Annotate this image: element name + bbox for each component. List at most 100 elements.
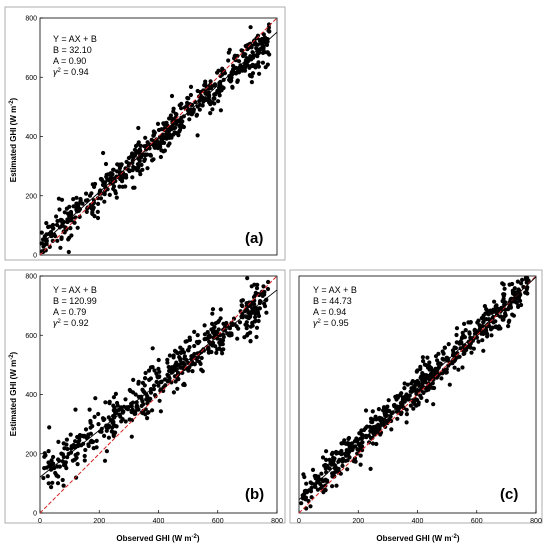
data-point-a [145, 152, 150, 157]
data-point-c [387, 417, 392, 422]
data-point-a [68, 226, 73, 231]
data-point-a [149, 137, 154, 142]
data-point-c [433, 354, 439, 359]
data-point-b [219, 341, 224, 346]
data-point-c [408, 389, 413, 394]
data-point-a [213, 92, 218, 97]
data-point-b [206, 350, 211, 355]
data-point-c [399, 391, 404, 396]
data-point-a [195, 104, 200, 109]
data-point-a [246, 45, 251, 51]
data-point-b [92, 414, 97, 419]
data-point-a [156, 144, 161, 149]
data-point-a [186, 96, 191, 101]
data-point-b [145, 397, 150, 402]
data-point-c [312, 473, 317, 479]
data-point-a [212, 96, 217, 101]
x-tick-label-c-800: 800 [530, 518, 542, 525]
data-point-b [77, 435, 82, 440]
data-point-b [113, 411, 118, 416]
data-point-b [106, 435, 111, 440]
data-point-a [75, 225, 80, 230]
data-point-b [130, 390, 136, 395]
data-point-a [194, 113, 199, 118]
data-point-a [260, 50, 266, 56]
stat-b-c: B = 44.73 [313, 296, 352, 306]
data-point-b [64, 466, 69, 471]
data-point-c [373, 414, 378, 419]
data-point-c [481, 320, 486, 325]
data-point-c [431, 402, 436, 407]
data-point-b [109, 429, 114, 434]
data-point-c [430, 369, 435, 374]
stat-a-b: A = 0.79 [53, 307, 86, 317]
data-point-c [501, 293, 506, 299]
data-point-c [355, 437, 360, 443]
data-point-a [44, 221, 49, 226]
data-point-b [245, 276, 250, 281]
data-point-b [210, 330, 216, 335]
fit-line-c [298, 276, 537, 501]
data-point-a [78, 198, 83, 203]
data-point-b [55, 464, 60, 469]
data-point-c [462, 321, 467, 326]
data-point-b [260, 293, 265, 298]
data-point-b [174, 360, 179, 365]
data-point-a [102, 199, 107, 204]
data-point-a [217, 85, 222, 90]
x-tick-label-c-400: 400 [412, 518, 424, 525]
data-point-a [151, 157, 156, 162]
data-point-b [50, 480, 55, 485]
data-point-a [229, 69, 235, 74]
data-point-a [136, 125, 141, 131]
data-point-a [120, 175, 125, 180]
data-point-c [440, 356, 445, 361]
data-point-c [512, 286, 517, 291]
data-point-a [172, 126, 177, 131]
data-point-a [197, 107, 202, 112]
data-point-b [60, 459, 66, 464]
data-point-b [113, 430, 118, 435]
data-point-b [150, 346, 155, 351]
data-point-a [221, 85, 226, 91]
data-point-c [336, 450, 342, 455]
data-point-c [458, 339, 463, 344]
data-point-b [229, 332, 234, 338]
y-tick-label-a-800: 800 [25, 16, 37, 23]
data-point-a [59, 236, 64, 241]
panel-label-c: (c) [500, 486, 518, 503]
data-point-a [90, 207, 95, 212]
data-point-a [247, 65, 252, 70]
data-point-b [253, 315, 258, 320]
data-point-c [395, 394, 400, 399]
data-point-a [159, 148, 164, 153]
data-point-b [163, 383, 168, 388]
data-point-a [249, 80, 254, 85]
data-point-b [64, 437, 69, 442]
data-point-c [463, 328, 468, 333]
data-point-b [87, 407, 92, 412]
data-point-b [244, 320, 249, 325]
data-point-a [231, 63, 236, 68]
data-point-a [93, 181, 98, 187]
data-point-a [76, 203, 81, 208]
data-point-c [490, 325, 495, 330]
data-point-a [167, 141, 172, 146]
data-point-a [188, 92, 193, 98]
data-point-c [461, 333, 466, 338]
data-point-a [131, 155, 136, 160]
data-point-c [526, 278, 531, 283]
data-point-b [111, 419, 116, 425]
data-point-c [509, 281, 515, 287]
data-point-c [316, 478, 321, 483]
data-point-b [254, 334, 259, 340]
data-point-b [41, 475, 46, 481]
data-point-a [198, 93, 203, 98]
data-point-a [58, 245, 63, 250]
data-point-b [186, 368, 191, 373]
data-point-b [256, 313, 262, 319]
data-point-b [249, 284, 254, 289]
fit-line-b [39, 289, 278, 478]
data-point-c [358, 453, 363, 458]
